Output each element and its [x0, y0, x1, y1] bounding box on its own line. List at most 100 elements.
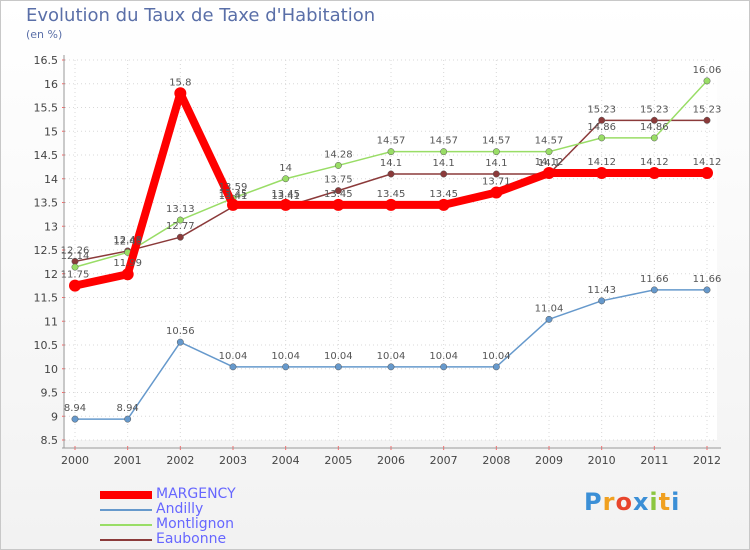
x-tick-label: 2010 [588, 454, 616, 467]
data-point-montlignon [176, 216, 184, 224]
y-tick-label: 9.5 [41, 387, 59, 400]
data-label-eaubonne: 14.1 [433, 158, 455, 169]
data-label-montlignon: 14.57 [482, 136, 511, 147]
data-point-eaubonne [598, 116, 606, 124]
data-label-margency: 15.8 [169, 77, 191, 88]
data-point-andilly [387, 363, 395, 371]
data-label-montlignon: 13.13 [166, 204, 195, 215]
data-label-eaubonne: 15.23 [640, 104, 669, 115]
legend-swatch-andilly [100, 509, 152, 511]
y-tick-label: 14 [44, 173, 58, 186]
data-point-eaubonne [334, 187, 342, 195]
legend-item-margency[interactable]: MARGENCY [100, 486, 380, 502]
data-label-montlignon: 14.28 [324, 149, 353, 160]
data-point-montlignon [703, 77, 711, 85]
logo-letter: r [602, 488, 616, 516]
data-label-margency: 13.45 [219, 189, 248, 200]
legend-item-eaubonne[interactable]: Eaubonne [100, 531, 380, 547]
y-tick-label: 10 [44, 363, 58, 376]
data-point-eaubonne [703, 116, 711, 124]
data-point-montlignon [492, 148, 500, 156]
x-tick-label: 2011 [640, 454, 668, 467]
data-label-margency: 13.45 [429, 189, 458, 200]
data-label-margency: 14.12 [640, 157, 669, 168]
data-point-montlignon [650, 134, 658, 142]
data-label-andilly: 10.04 [324, 351, 353, 362]
legend-item-andilly[interactable]: Andilly [100, 501, 380, 517]
x-tick-label: 2006 [377, 454, 405, 467]
legend-swatch-eaubonne [100, 539, 152, 541]
x-tick-label: 2012 [693, 454, 721, 467]
data-label-montlignon: 13.59 [219, 182, 248, 193]
data-label-margency: 13.45 [324, 189, 353, 200]
data-label-montlignon: 14.86 [587, 122, 616, 133]
y-tick-label: 10.5 [34, 339, 59, 352]
legend-label-montlignon: Montlignon [156, 516, 234, 532]
legend-swatch-montlignon [100, 524, 152, 526]
data-point-margency [69, 279, 81, 292]
data-label-andilly: 10.04 [429, 351, 458, 362]
proxiti-logo: Proxiti [584, 488, 680, 516]
axis-layer: 8.5 9 9.5 10 10.5 11 11.5 12 12.5 13 13.5 14 14.5 15 1… [34, 54, 721, 467]
data-point-andilly [440, 363, 448, 371]
data-label-andilly: 10.04 [377, 351, 406, 362]
logo-letter: i [671, 488, 681, 516]
data-point-eaubonne [440, 170, 448, 178]
data-label-eaubonne: 15.23 [693, 104, 722, 115]
data-label-margency: 11.75 [61, 270, 90, 281]
data-point-margency [595, 167, 608, 180]
x-tick-label: 2008 [482, 454, 510, 467]
data-label-montlignon: 14.86 [640, 122, 669, 133]
y-tick-label: 12.5 [34, 244, 59, 257]
data-point-margency [385, 198, 397, 211]
data-label-margency: 14.12 [693, 157, 722, 168]
y-tick-label: 16.5 [34, 54, 59, 67]
data-label-eaubonne: 15.23 [587, 104, 616, 115]
data-label-margency: 13.71 [482, 177, 511, 188]
data-point-margency [543, 167, 555, 180]
data-point-andilly [282, 363, 290, 371]
logo-letter: x [632, 488, 650, 516]
data-label-andilly: 11.66 [640, 274, 669, 285]
data-label-andilly: 8.94 [64, 403, 86, 414]
y-tick-label: 14.5 [34, 149, 59, 162]
x-tick-label: 2001 [114, 454, 142, 467]
data-label-eaubonne: 12.77 [166, 221, 195, 232]
data-label-andilly: 10.04 [482, 351, 511, 362]
x-tick-label: 2002 [166, 454, 194, 467]
data-label-eaubonne: 12.48 [113, 235, 142, 246]
data-point-montlignon [387, 148, 395, 156]
data-label-andilly: 11.04 [535, 303, 564, 314]
data-point-margency [227, 198, 239, 211]
data-point-montlignon [282, 175, 290, 183]
grid-layer [65, 59, 717, 441]
data-point-margency [332, 198, 345, 211]
data-point-margency [121, 268, 134, 281]
y-tick-label: 13.5 [34, 197, 59, 210]
x-tick-label: 2007 [430, 454, 458, 467]
y-tick-label: 11 [44, 315, 58, 328]
data-point-andilly [176, 338, 184, 346]
chart-unit-label: (en %) [26, 28, 63, 41]
legend-label-eaubonne: Eaubonne [156, 531, 227, 547]
data-point-margency [437, 198, 450, 211]
data-label-andilly: 10.56 [166, 326, 195, 337]
data-label-montlignon: 16.06 [693, 65, 722, 76]
data-label-margency: 13.45 [271, 189, 300, 200]
data-point-margency [279, 198, 292, 211]
data-point-eaubonne [176, 233, 184, 241]
data-label-eaubonne: 13.75 [324, 175, 353, 186]
y-tick-label: 16 [44, 78, 58, 91]
data-label-margency: 14.12 [587, 157, 616, 168]
data-point-margency [648, 167, 661, 180]
data-point-andilly [545, 315, 553, 323]
data-point-andilly [229, 363, 237, 371]
x-tick-label: 2005 [324, 454, 352, 467]
x-tick-label: 2004 [272, 454, 300, 467]
legend-item-montlignon[interactable]: Montlignon [100, 516, 380, 532]
data-point-andilly [492, 363, 500, 371]
x-tick-label: 2009 [535, 454, 563, 467]
data-label-montlignon: 14.57 [377, 136, 406, 147]
data-point-margency [174, 87, 187, 100]
